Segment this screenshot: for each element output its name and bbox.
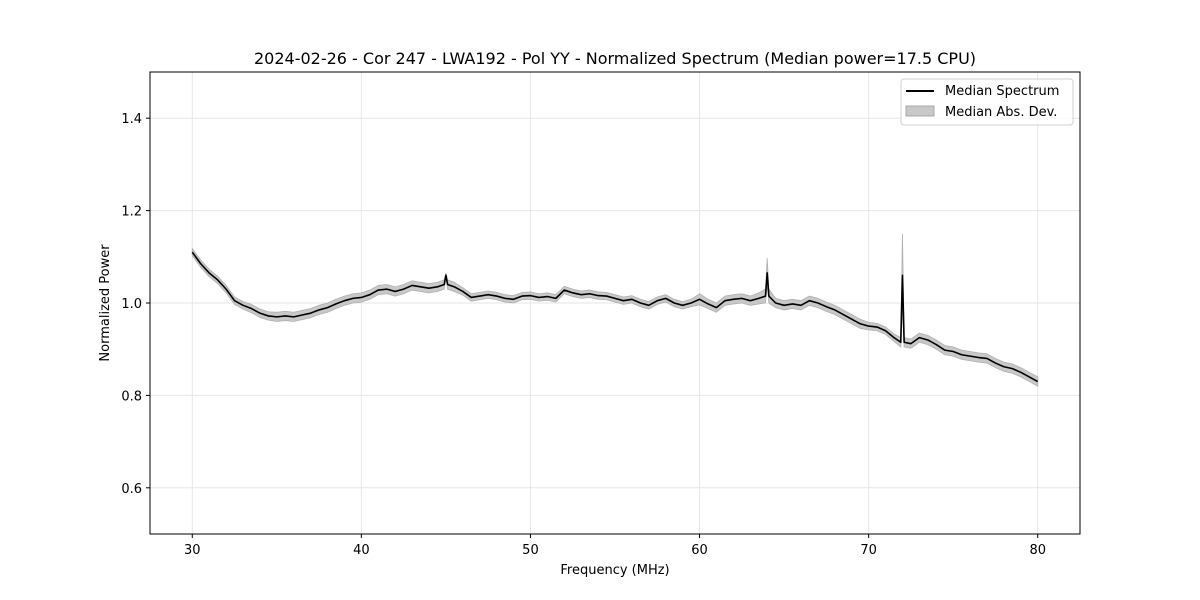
median-line-layer [191,251,1039,383]
mad-band-layer [191,233,1039,387]
mad-band [191,233,1039,387]
x-tick-label: 40 [353,543,370,558]
legend-swatch-mad [905,105,935,117]
y-axis-label: Normalized Power [98,244,113,362]
x-tick-label: 50 [522,543,539,558]
y-tick-label: 0.6 [121,482,142,497]
chart-title: 2024-02-26 - Cor 247 - LWA192 - Pol YY -… [254,49,976,68]
y-tick-label: 0.8 [121,389,142,404]
y-tick-label: 1.2 [121,205,142,220]
legend-label-mad: Median Abs. Dev. [945,105,1057,120]
legend-label-median: Median Spectrum [945,84,1059,99]
median-spectrum-line [191,251,1039,383]
x-tick-label: 70 [860,543,877,558]
y-tick-label: 1.4 [121,112,142,127]
legend-box [900,78,1074,126]
x-axis-ticks: 30 40 50 60 70 80 [184,534,1046,558]
x-tick-label: 80 [1029,543,1046,558]
legend: Median Spectrum Median Abs. Dev. [900,78,1074,126]
x-axis-label: Frequency (MHz) [560,563,669,578]
x-tick-label: 60 [691,543,708,558]
y-axis-ticks: 0.6 0.8 1.0 1.2 1.4 [121,112,150,497]
y-tick-label: 1.0 [121,297,142,312]
x-tick-label: 30 [184,543,201,558]
